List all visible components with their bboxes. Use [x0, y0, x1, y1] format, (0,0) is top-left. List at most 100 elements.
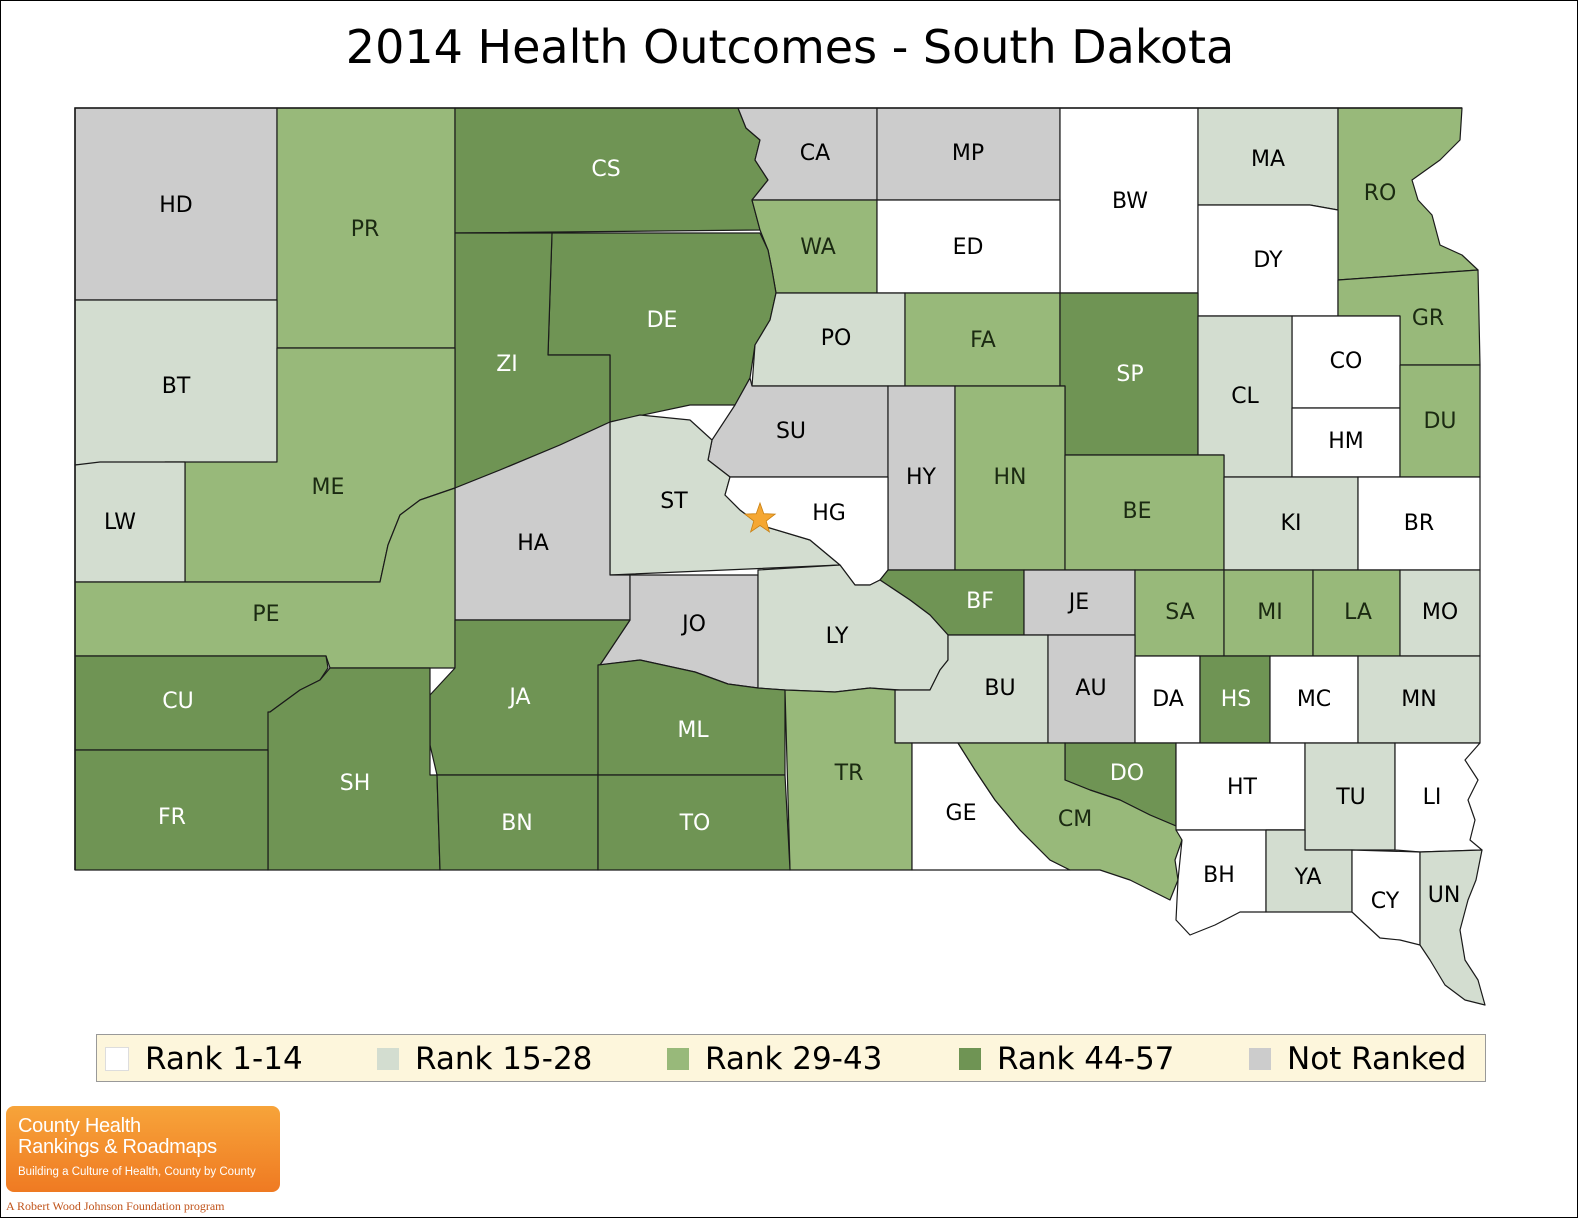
county-label-mn: MN — [1401, 687, 1436, 712]
county-label-ly: LY — [826, 624, 849, 649]
logo-subtitle: A Robert Wood Johnson Foundation program — [6, 1199, 225, 1213]
legend-swatch — [959, 1048, 981, 1070]
county-label-mp: MP — [952, 141, 984, 166]
legend-label: Rank 44-57 — [997, 1041, 1175, 1077]
county-cm — [957, 742, 1183, 901]
county-label-un: UN — [1428, 883, 1461, 908]
county-label-mi: MI — [1257, 600, 1282, 625]
county-ro — [1337, 107, 1479, 281]
county-shape — [1337, 107, 1479, 281]
logo-line-2: Rankings & Roadmaps — [18, 1136, 217, 1158]
county-label-hd: HD — [159, 193, 192, 218]
county-label-au: AU — [1075, 676, 1106, 701]
county-label-ca: CA — [800, 141, 830, 166]
legend-label: Rank 29-43 — [705, 1041, 883, 1077]
legend-swatch — [105, 1047, 129, 1071]
legend-item-rank-44-57: Rank 44-57 — [959, 1035, 1174, 1083]
county-label-pr: PR — [351, 217, 380, 242]
county-label-sp: SP — [1116, 362, 1143, 387]
legend-label: Rank 15-28 — [415, 1041, 593, 1077]
county-label-du: DU — [1423, 409, 1456, 434]
county-label-gr: GR — [1412, 306, 1444, 331]
county-label-bw: BW — [1112, 189, 1148, 214]
county-label-bh: BH — [1203, 863, 1235, 888]
state-border — [74, 107, 1462, 870]
county-label-st: ST — [660, 489, 688, 514]
legend: Rank 1-14 Rank 15-28 Rank 29-43 Rank 44-… — [96, 1034, 1486, 1082]
county-un — [1419, 849, 1486, 1006]
county-label-ht: HT — [1227, 775, 1258, 800]
county-label-bn: BN — [501, 811, 533, 836]
county-label-lw: LW — [104, 510, 136, 535]
map-title: 2014 Health Outcomes - South Dakota — [345, 20, 1235, 74]
county-label-hm: HM — [1328, 429, 1364, 454]
county-label-ge: GE — [946, 801, 977, 826]
county-label-cl: CL — [1231, 384, 1259, 409]
county-shape — [267, 667, 441, 871]
county-label-su: SU — [776, 419, 806, 444]
county-label-sa: SA — [1165, 600, 1194, 625]
county-label-sh: SH — [340, 771, 371, 796]
county-label-bf: BF — [966, 589, 994, 614]
legend-item-rank-1-14: Rank 1-14 — [105, 1035, 303, 1083]
legend-item-rank-29-43: Rank 29-43 — [667, 1035, 882, 1083]
county-shape — [784, 687, 913, 871]
legend-label: Rank 1-14 — [145, 1041, 303, 1077]
county-label-ya: YA — [1294, 865, 1322, 890]
county-to — [597, 774, 791, 871]
county-label-la: LA — [1344, 600, 1372, 625]
county-label-co: CO — [1330, 349, 1363, 374]
county-label-ma: MA — [1251, 147, 1285, 172]
county-label-mo: MO — [1422, 600, 1458, 625]
county-label-hy: HY — [906, 465, 937, 490]
legend-swatch — [377, 1048, 399, 1070]
county-label-fa: FA — [970, 328, 996, 353]
county-label-ki: KI — [1281, 511, 1302, 536]
county-label-de: DE — [647, 308, 678, 333]
county-label-tu: TU — [1335, 785, 1366, 810]
county-label-tr: TR — [834, 761, 864, 786]
county-label-hs: HS — [1221, 687, 1252, 712]
county-label-cy: CY — [1371, 889, 1400, 914]
county-label-cu: CU — [162, 689, 193, 714]
county-label-ro: RO — [1364, 181, 1397, 206]
county-label-je: JE — [1067, 590, 1089, 615]
county-label-bt: BT — [162, 374, 191, 399]
county-label-mc: MC — [1297, 687, 1331, 712]
capital-star-icon — [743, 501, 777, 533]
county-label-br: BR — [1404, 511, 1434, 536]
legend-item-not-ranked: Not Ranked — [1249, 1035, 1466, 1083]
legend-item-rank-15-28: Rank 15-28 — [377, 1035, 592, 1083]
county-label-cs: CS — [591, 157, 620, 182]
county-tr — [784, 687, 913, 871]
county-sh — [267, 667, 441, 871]
county-label-wa: WA — [800, 235, 836, 260]
county-label-hn: HN — [994, 465, 1027, 490]
county-label-dy: DY — [1253, 248, 1283, 273]
county-label-po: PO — [821, 326, 852, 351]
county-label-cm: CM — [1058, 807, 1092, 832]
county-label-ja: JA — [507, 685, 530, 710]
county-label-ha: HA — [517, 531, 549, 556]
logo-line-1: County Health — [18, 1115, 141, 1137]
county-label-pe: PE — [252, 602, 279, 627]
county-label-hg: HG — [812, 501, 846, 526]
county-shape — [1419, 849, 1486, 1006]
county-shape — [597, 774, 791, 871]
county-label-ed: ED — [953, 235, 984, 260]
county-label-zi: ZI — [496, 352, 518, 377]
county-label-fr: FR — [158, 805, 186, 830]
county-label-jo: JO — [680, 612, 706, 637]
county-label-be: BE — [1123, 499, 1152, 524]
county-label-to: TO — [679, 811, 711, 836]
logo-tagline: Building a Culture of Health, County by … — [18, 1166, 256, 1178]
county-label-ml: ML — [677, 718, 709, 743]
legend-swatch — [1249, 1048, 1271, 1070]
county-health-rankings-logo: County Health Rankings & Roadmaps Buildi… — [6, 1106, 280, 1192]
legend-swatch — [667, 1048, 689, 1070]
county-shape — [957, 742, 1183, 901]
county-label-da: DA — [1152, 687, 1184, 712]
county-label-me: ME — [312, 475, 345, 500]
